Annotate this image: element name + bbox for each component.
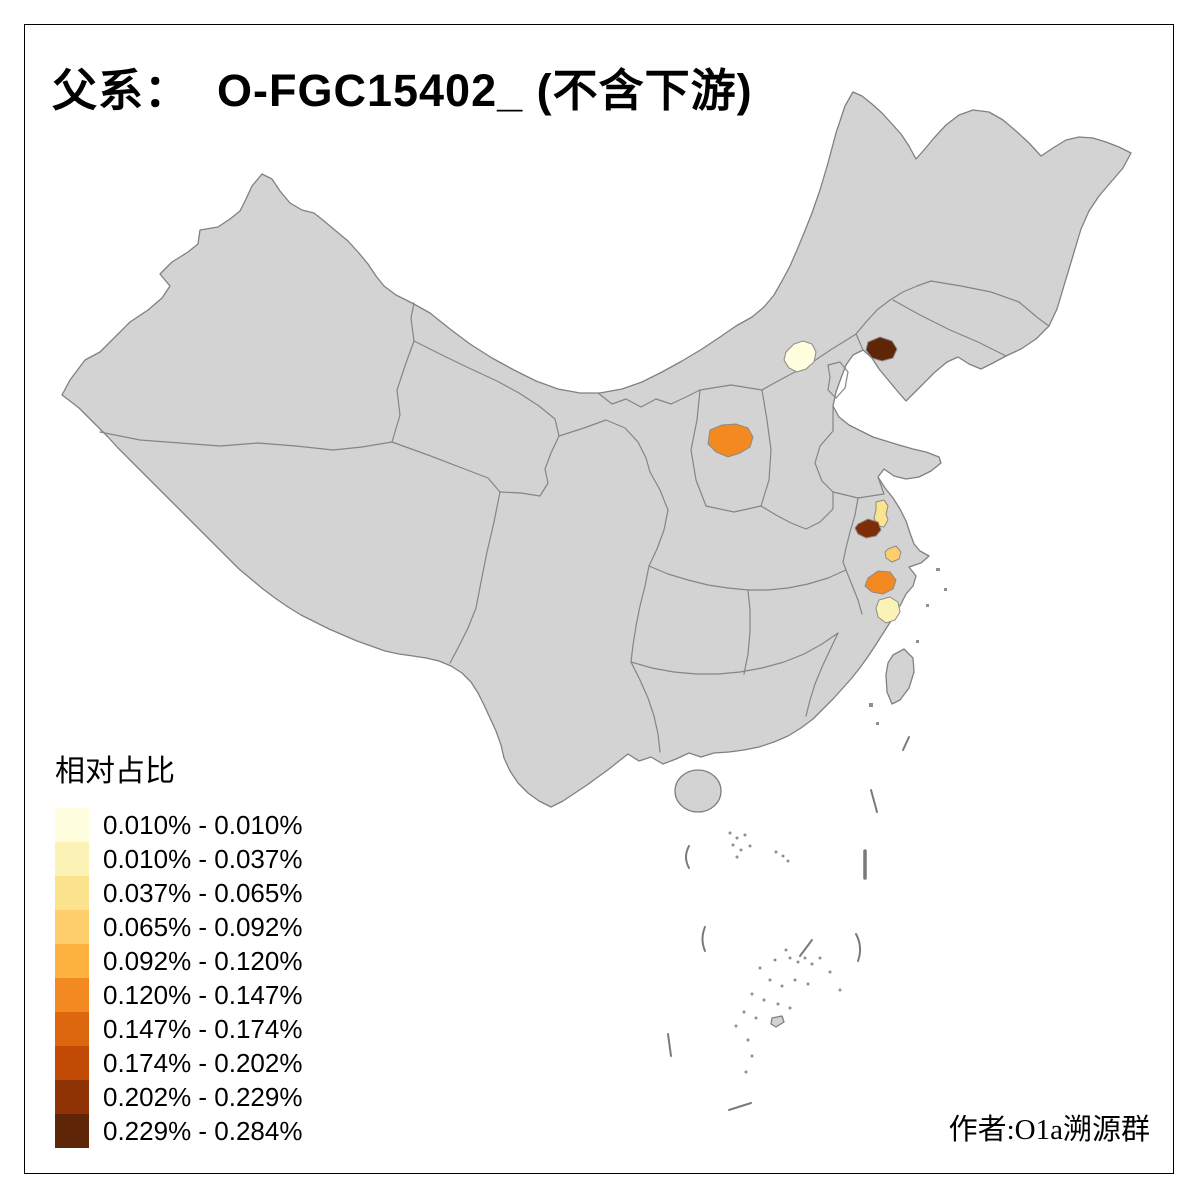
dash-segment (667, 1033, 672, 1057)
province-border (391, 441, 501, 493)
islet (869, 703, 873, 707)
province-border (743, 589, 751, 675)
legend-swatch (55, 876, 89, 910)
region-east-zhejiang (875, 596, 901, 624)
province-border (761, 333, 864, 391)
islands (674, 568, 947, 1028)
islet (926, 604, 929, 607)
islet (944, 588, 947, 591)
legend-title: 相对占比 (55, 755, 175, 788)
province-border (705, 505, 762, 513)
province-border (832, 476, 885, 499)
province-border (391, 302, 415, 443)
dash-segment (799, 939, 813, 957)
province-border (930, 280, 1050, 327)
legend-items: 0.010% - 0.010% 0.010% - 0.037% 0.037% - 0… (55, 808, 302, 1148)
region-hangzhou-area (864, 570, 897, 595)
legend-row: 0.065% - 0.092% (55, 910, 302, 944)
legend-row: 0.229% - 0.284% (55, 1114, 302, 1148)
dash-segment (902, 736, 910, 751)
legend-label: 0.037% - 0.065% (103, 878, 303, 908)
islet (916, 640, 919, 643)
dash-segment (870, 789, 878, 813)
province-border (648, 561, 847, 591)
legend-swatch (55, 910, 89, 944)
region-beijing (783, 340, 817, 373)
province-border (630, 565, 650, 663)
legend-label: 0.229% - 0.284% (103, 1116, 303, 1146)
legend-swatch (55, 1080, 89, 1114)
province-border (842, 497, 859, 563)
province-borders (99, 280, 1050, 753)
small-island (770, 1015, 785, 1028)
province-border (690, 389, 707, 507)
province-border (699, 384, 763, 391)
province-border (558, 419, 651, 473)
nine-dash-line (667, 736, 910, 1111)
dash-segment (685, 845, 690, 869)
legend-swatch (55, 808, 89, 842)
hainan-island (674, 769, 722, 813)
legend-label: 0.010% - 0.037% (103, 844, 303, 874)
legend-label: 0.202% - 0.229% (103, 1082, 303, 1112)
legend-label: 0.174% - 0.202% (103, 1048, 303, 1078)
legend-row: 0.010% - 0.010% (55, 808, 302, 842)
legend-row: 0.202% - 0.229% (55, 1080, 302, 1114)
region-liaoning-southwest (865, 336, 898, 362)
islet (876, 722, 879, 725)
province-border (99, 431, 393, 451)
legend: 相对占比 0.010% - 0.010% 0.010% - 0.037% 0.037… (55, 746, 302, 1148)
legend-swatch (55, 1114, 89, 1148)
highlighted-regions (707, 336, 902, 624)
spratly-reefs (734, 948, 842, 1074)
province-border (892, 299, 1007, 357)
province-border (648, 471, 669, 567)
province-border (597, 389, 701, 408)
legend-label: 0.147% - 0.174% (103, 1014, 303, 1044)
dash-segment (855, 933, 862, 962)
legend-label: 0.065% - 0.092% (103, 912, 303, 942)
province-border (827, 361, 849, 399)
legend-row: 0.174% - 0.202% (55, 1046, 302, 1080)
legend-row: 0.120% - 0.147% (55, 978, 302, 1012)
province-border (760, 389, 772, 507)
legend-row: 0.092% - 0.120% (55, 944, 302, 978)
legend-swatch (55, 1046, 89, 1080)
legend-swatch (55, 978, 89, 1012)
region-nanjing-area (854, 518, 882, 539)
province-border (855, 280, 932, 335)
province-border (760, 405, 834, 530)
legend-row: 0.037% - 0.065% (55, 876, 302, 910)
legend-label: 0.120% - 0.147% (103, 980, 303, 1010)
province-border (630, 632, 839, 675)
legend-row: 0.147% - 0.174% (55, 1012, 302, 1046)
page-title: 父系： O-FGC15402_ (不含下游) (52, 65, 753, 116)
legend-swatch (55, 842, 89, 876)
province-border (630, 661, 661, 753)
dash-segment (701, 926, 706, 952)
legend-label: 0.092% - 0.120% (103, 946, 303, 976)
province-border (413, 340, 560, 497)
dash-segment (728, 1102, 752, 1111)
province-border (449, 491, 501, 664)
region-south-jiangsu (884, 545, 902, 563)
legend-row: 0.010% - 0.037% (55, 842, 302, 876)
islet (936, 568, 940, 571)
legend-label: 0.010% - 0.010% (103, 810, 303, 840)
legend-swatch (55, 944, 89, 978)
province-border (805, 632, 839, 717)
region-shanxi-central (707, 423, 754, 458)
region-jiangsu-central (873, 499, 889, 528)
attribution: 作者:O1a溯源群 (948, 1114, 1150, 1146)
province-border (845, 569, 863, 615)
taiwan-island (885, 648, 915, 705)
paracel-reefs (728, 831, 790, 863)
legend-swatch (55, 1012, 89, 1046)
plot-frame (24, 24, 1174, 1174)
